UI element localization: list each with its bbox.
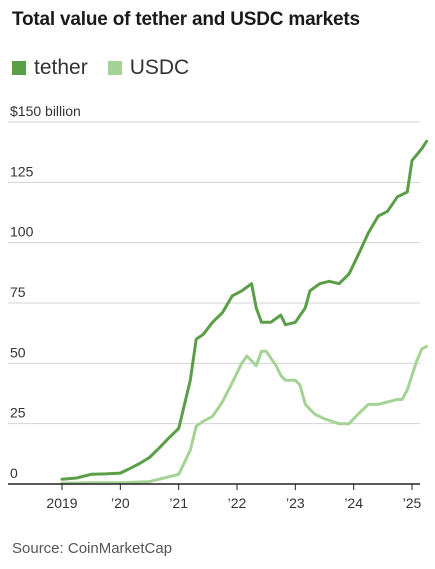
y-tick-label-50: 50	[10, 344, 26, 360]
series-line-usdc	[60, 344, 429, 485]
x-tick-label-2025: ’25	[403, 495, 422, 511]
legend-item-usdc: USDC	[107, 56, 190, 80]
chart-legend: tether USDC	[12, 56, 209, 80]
legend-label-tether: tether	[34, 56, 88, 79]
y-tick-label-75: 75	[10, 284, 26, 300]
legend-item-tether: tether	[12, 56, 88, 80]
chart-title: Total value of tether and USDC markets	[12, 9, 360, 30]
x-tick-label-2022: ’22	[228, 495, 247, 511]
y-tick-label-150: $150 billion	[10, 103, 81, 119]
x-tick-label-2024: ’24	[344, 495, 363, 511]
source-note: Source: CoinMarketCap	[12, 540, 173, 557]
legend-swatch-tether	[12, 61, 26, 75]
x-tick-label-2020: ’20	[111, 495, 130, 511]
y-tick-label-0: 0	[10, 465, 18, 481]
legend-label-usdc: USDC	[129, 56, 190, 79]
legend-swatch-usdc	[107, 61, 122, 75]
y-tick-label-25: 25	[10, 405, 26, 421]
x-tick-label-2023: ’23	[286, 495, 305, 511]
x-tick-label-2021: ’21	[169, 495, 188, 511]
series-layer	[60, 139, 429, 485]
axis-layer: $150 billion 125 100 75 50 25 0 2019 ’20 ’21 ’22 ’2…	[8, 103, 422, 511]
y-tick-label-125: 125	[10, 163, 34, 179]
x-tick-label-2019: 2019	[46, 495, 77, 511]
series-line-tether	[60, 139, 429, 481]
grid-layer	[8, 121, 420, 425]
y-tick-label-100: 100	[10, 224, 34, 240]
